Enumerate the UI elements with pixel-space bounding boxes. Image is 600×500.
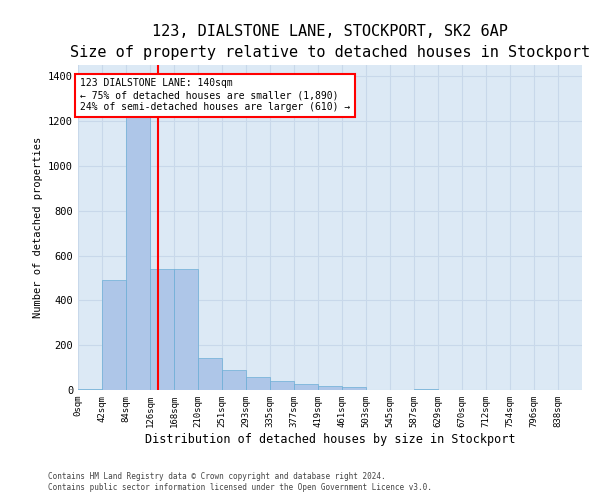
Bar [102,280,126,390]
Bar [175,269,198,390]
Bar [294,384,318,390]
Bar [78,389,102,390]
Text: Contains HM Land Registry data © Crown copyright and database right 2024.
Contai: Contains HM Land Registry data © Crown c… [48,472,432,492]
Y-axis label: Number of detached properties: Number of detached properties [32,137,43,318]
Bar [126,112,150,390]
Bar [415,389,438,390]
Bar [246,376,270,390]
Text: 123 DIALSTONE LANE: 140sqm
← 75% of detached houses are smaller (1,890)
24% of s: 123 DIALSTONE LANE: 140sqm ← 75% of deta… [80,78,350,112]
Bar [342,388,366,390]
X-axis label: Distribution of detached houses by size in Stockport: Distribution of detached houses by size … [145,432,515,446]
Bar [199,358,221,390]
Bar [270,381,294,390]
Title: 123, DIALSTONE LANE, STOCKPORT, SK2 6AP
Size of property relative to detached ho: 123, DIALSTONE LANE, STOCKPORT, SK2 6AP … [70,24,590,60]
Bar [222,370,245,390]
Bar [150,269,174,390]
Bar [318,386,342,390]
